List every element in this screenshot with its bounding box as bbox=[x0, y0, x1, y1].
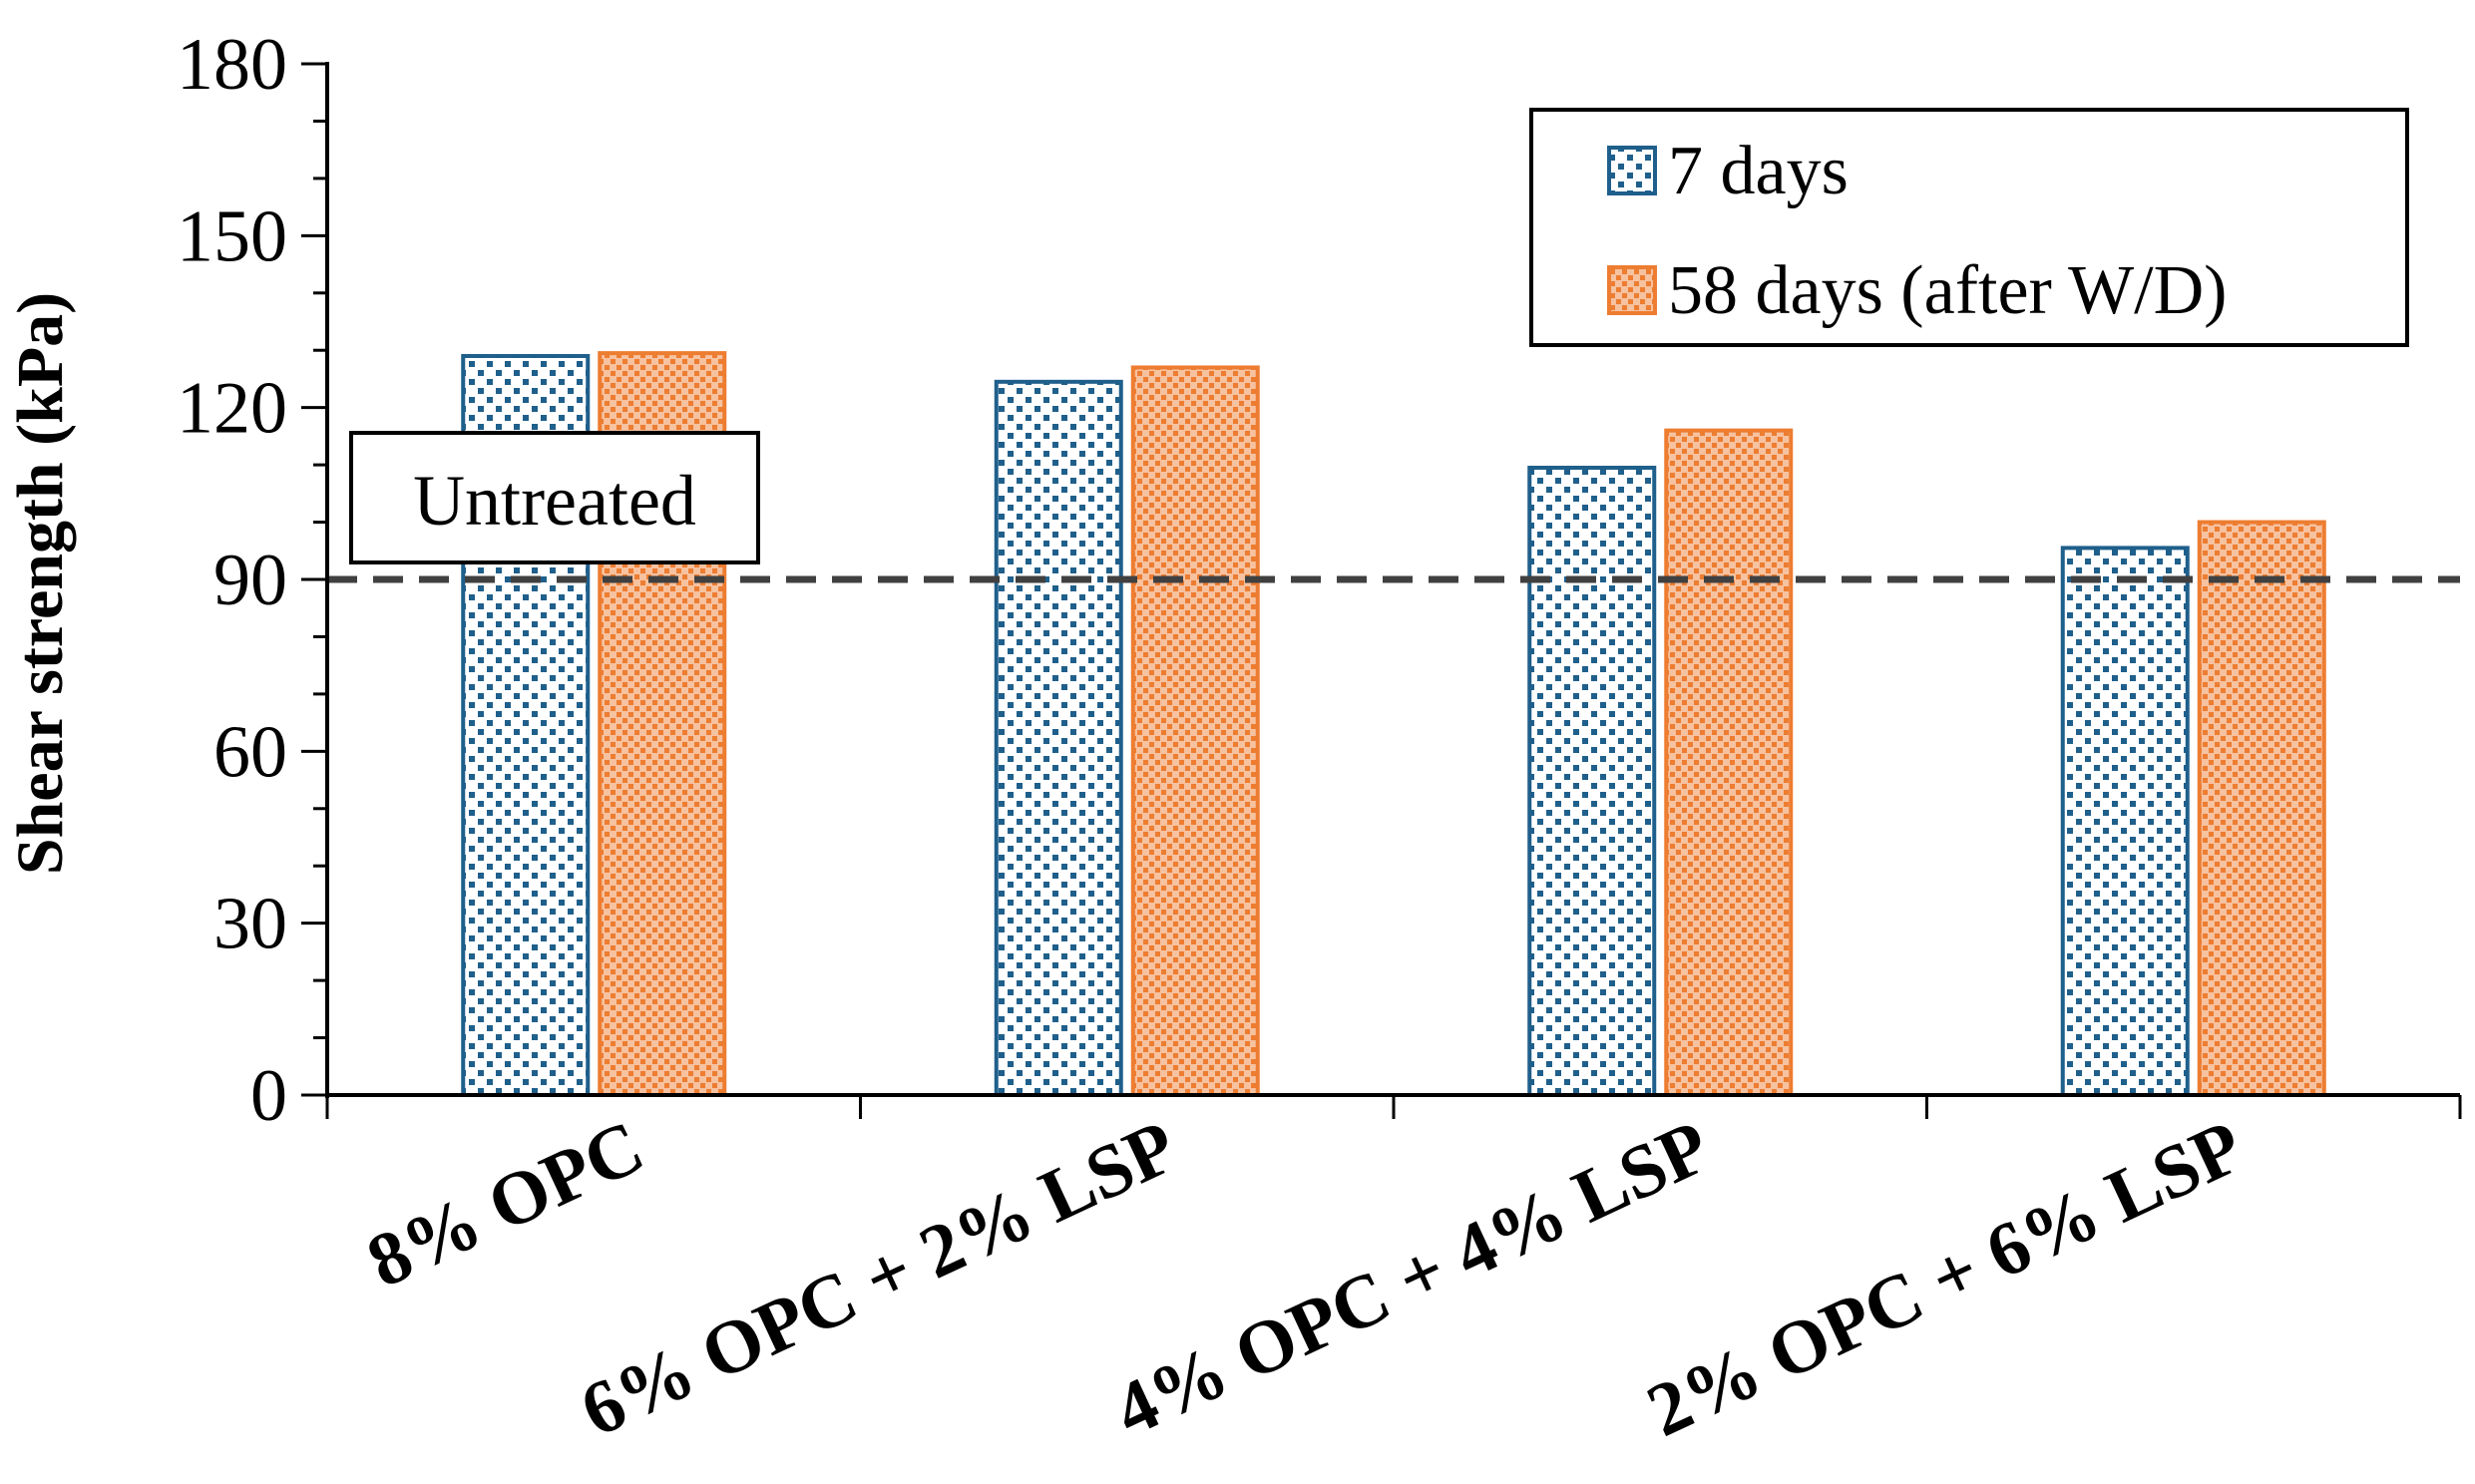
bars-group bbox=[461, 351, 2326, 1098]
legend: 7 days 58 days (after W/D) bbox=[1529, 108, 2409, 347]
y-tick-label: 120 bbox=[177, 368, 287, 450]
axes-group bbox=[301, 62, 2462, 1119]
bar-series2-cat4 bbox=[2197, 520, 2326, 1097]
bar-series1-cat4 bbox=[2060, 546, 2190, 1097]
y-axis-title: Shear strength (kPa) bbox=[4, 292, 77, 875]
untreated-label-box bbox=[349, 431, 760, 564]
y-tick-label: 90 bbox=[213, 540, 287, 621]
y-tick-label: 30 bbox=[213, 884, 287, 965]
category-label: 8% OPC bbox=[355, 1104, 655, 1303]
legend-swatch-1 bbox=[1607, 146, 1657, 195]
y-tick-label: 150 bbox=[177, 195, 287, 277]
category-label: 6% OPC + 2% LSP bbox=[569, 1104, 1189, 1453]
bar-series1-cat2 bbox=[994, 379, 1123, 1098]
bar-series2-cat3 bbox=[1664, 428, 1794, 1097]
y-tick-label: 0 bbox=[250, 1055, 287, 1137]
untreated-annotation: Untreated bbox=[349, 431, 760, 564]
legend-label-2: 58 days (after W/D) bbox=[1668, 252, 2227, 329]
tick-labels-group: 0 30 60 90 120 150 180 bbox=[177, 24, 287, 1137]
category-label: 4% OPC + 4% LSP bbox=[1101, 1104, 1722, 1453]
legend-swatch-2 bbox=[1607, 265, 1657, 315]
bar-series1-cat3 bbox=[1527, 465, 1657, 1097]
category-label: 2% OPC + 6% LSP bbox=[1635, 1104, 2256, 1453]
y-tick-label: 180 bbox=[177, 24, 287, 106]
legend-box bbox=[1529, 108, 2409, 347]
untreated-label: Untreated bbox=[413, 461, 696, 541]
y-tick-label: 60 bbox=[213, 711, 287, 793]
bar-series2-cat2 bbox=[1130, 365, 1260, 1097]
legend-label-1: 7 days bbox=[1668, 133, 1849, 209]
